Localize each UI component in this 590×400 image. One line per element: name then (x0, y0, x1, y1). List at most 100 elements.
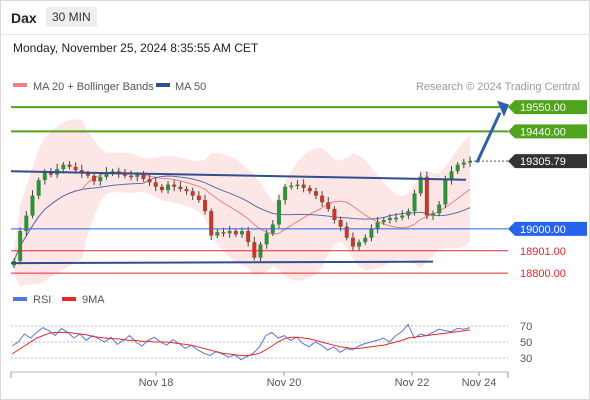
rsi-series-RSI (11, 323, 471, 361)
candle-body (246, 231, 251, 243)
candle-body (98, 176, 103, 182)
candle-body (18, 231, 23, 261)
candle-body (104, 172, 109, 177)
candle-body (455, 164, 460, 172)
lower-trendline (10, 260, 434, 265)
candle-body (332, 208, 337, 220)
level-label-19305.79: 19305.79 (520, 156, 566, 168)
candle-body (129, 175, 134, 178)
candle-body (431, 213, 436, 216)
rsi-series-9MA (11, 329, 471, 357)
legend-ma20-label: MA 20 + Bollinger Bands (33, 81, 154, 93)
candle-body (461, 162, 466, 165)
candle-body (203, 200, 208, 212)
candle-body (400, 215, 405, 218)
candle-body (320, 195, 325, 203)
legend-ma20-swatch (13, 83, 27, 87)
candle-body (153, 182, 158, 187)
x-axis: Nov 18 Nov 20 Nov 22 Nov 24 (10, 371, 509, 389)
candle-body (264, 233, 269, 245)
candle-body (178, 186, 183, 189)
x-tick-label: Nov 22 (395, 377, 430, 389)
candle-body (295, 184, 300, 187)
candle-body (227, 231, 232, 234)
candle-body (159, 186, 164, 191)
candle-body (24, 215, 29, 232)
candle-body (357, 242, 362, 247)
candle-body (307, 187, 312, 192)
top-bar: Dax 30 MIN (0, 0, 590, 35)
level-label-19440.00: 19440.00 (520, 126, 566, 138)
candle-body (122, 173, 127, 176)
candle-body (92, 175, 97, 182)
candle-body (30, 195, 35, 216)
chart-datetime: Monday, November 25, 2024 8:35:55 AM CET (13, 41, 259, 55)
candle-body (301, 184, 306, 188)
candle-body (184, 189, 189, 192)
candle-body (215, 232, 220, 236)
candle-body (172, 184, 177, 187)
x-tick-label: Nov 18 (139, 377, 174, 389)
candle-body (344, 226, 349, 238)
candle-body (147, 179, 152, 183)
candle-body (85, 173, 90, 176)
candle-body (369, 228, 374, 238)
x-tick-label: Nov 24 (462, 377, 497, 389)
candle-body (252, 242, 257, 258)
projection-arrow-shaft (475, 111, 502, 164)
level-tag-19440.00 (508, 124, 587, 139)
candle-body (209, 211, 214, 236)
candle-body (375, 222, 380, 229)
candle-body (437, 204, 442, 214)
level-label-18901.00: 18901.00 (520, 246, 566, 258)
candle-body (48, 172, 53, 175)
legend-ma50-swatch (156, 83, 170, 87)
timeframe-button[interactable]: 30 MIN (46, 7, 97, 27)
candle-body (221, 232, 226, 234)
rsi-tick-30: 30 (520, 353, 532, 365)
candle-body (283, 186, 288, 201)
candle-body (141, 174, 146, 180)
candle-body (233, 231, 238, 235)
projection-arrow-head (497, 100, 509, 117)
legend-9ma-label: 9MA (82, 294, 105, 306)
upper-trendline (10, 170, 467, 181)
symbol-title: Dax (11, 10, 37, 26)
candle-body (406, 211, 411, 216)
candle-body (110, 171, 115, 173)
level-label-18800.00: 18800.00 (520, 268, 566, 280)
candle-body (190, 191, 195, 196)
legend-9ma-swatch (62, 297, 76, 301)
candle-body (240, 231, 244, 235)
ma20-line (13, 171, 471, 262)
level-tag-19305.79 (508, 154, 587, 169)
level-label-19000.00: 19000.00 (520, 224, 566, 236)
candle-body (424, 176, 429, 216)
candle-body (67, 164, 72, 167)
candle-body (36, 180, 41, 196)
x-tick-label: Nov 20 (267, 377, 302, 389)
level-label-19550.00: 19550.00 (520, 102, 566, 114)
candle-body (338, 220, 343, 227)
candle-body (276, 200, 281, 225)
candle-body (135, 174, 140, 177)
legend-ma50-label: MA 50 (175, 81, 206, 93)
candle-body (443, 180, 448, 205)
candle-body (381, 220, 386, 223)
rsi-tick-70: 70 (520, 321, 532, 333)
bollinger-band (14, 119, 470, 287)
legend-rsi-swatch (13, 297, 27, 301)
price-plot: 19550.00 19440.00 19305.79 19000.00 18901.00… (10, 100, 587, 287)
candle-body (166, 184, 171, 191)
candle-body (468, 161, 472, 163)
candle-body (326, 202, 331, 209)
candle-body (363, 237, 368, 243)
candle-body (289, 185, 294, 188)
candle-body (42, 172, 47, 181)
rsi-plot: 70 50 30 (11, 321, 532, 365)
candle-body (350, 237, 355, 247)
candle-body (73, 166, 78, 171)
source-credit: Research © 2024 Trading Central (416, 81, 580, 93)
ma50-line (13, 175, 471, 262)
